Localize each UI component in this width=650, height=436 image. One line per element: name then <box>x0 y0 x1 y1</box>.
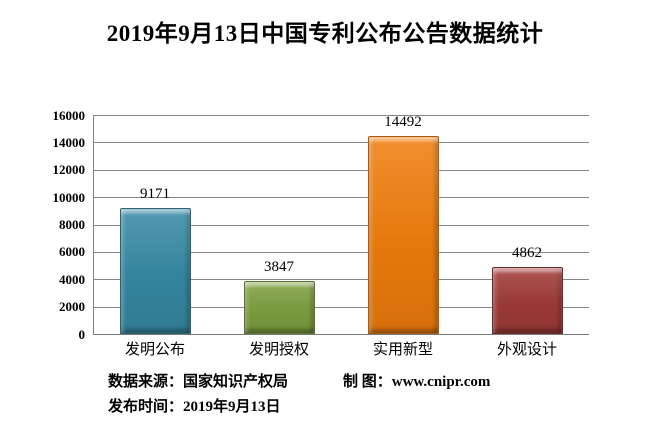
bar-3 <box>367 136 439 334</box>
y-axis-tick-label: 4000 <box>59 271 85 287</box>
y-axis-tick-label: 2000 <box>59 299 85 315</box>
x-axis-category-label: 发明公布 <box>124 342 185 358</box>
x-axis-category-label: 发明授权 <box>248 342 309 358</box>
plot-area <box>93 115 589 335</box>
x-axis-category-label: 实用新型 <box>372 342 433 358</box>
bar-value-label: 14492 <box>384 114 422 130</box>
y-axis-tick-label: 12000 <box>52 162 86 178</box>
y-axis-tick-label: 6000 <box>59 244 85 260</box>
bar-2 <box>243 281 315 334</box>
bar-value-label: 9171 <box>140 186 170 202</box>
gridline <box>93 197 589 199</box>
data-source-label: 数据来源：国家知识产权局 <box>108 374 289 390</box>
x-axis-category-label: 外观设计 <box>496 342 557 358</box>
bar-4 <box>491 267 563 334</box>
y-axis-tick-label: 10000 <box>52 189 86 205</box>
gridline <box>93 251 589 253</box>
bar-value-label: 3847 <box>264 259 294 275</box>
publish-date-label: 发布时间：2019年9月13日 <box>108 399 281 415</box>
y-axis-tick-label: 8000 <box>59 217 85 232</box>
x-axis-line <box>93 334 589 335</box>
y-axis-tick-label: 0 <box>78 326 86 342</box>
gridline <box>93 224 589 226</box>
bar-value-label: 4862 <box>512 245 542 261</box>
gridline <box>93 279 589 281</box>
y-axis-tick-label: 14000 <box>52 134 86 150</box>
gridline <box>93 142 589 144</box>
y-axis-tick-label: 16000 <box>52 107 86 123</box>
gridline <box>93 115 589 116</box>
chart-credit-label: 制 图：www.cnipr.com <box>343 374 491 390</box>
gridline <box>93 169 589 171</box>
gridline <box>93 306 589 308</box>
bar-1 <box>119 208 191 334</box>
chart-title: 2019年9月13日中国专利公布公告数据统计 <box>106 21 544 46</box>
